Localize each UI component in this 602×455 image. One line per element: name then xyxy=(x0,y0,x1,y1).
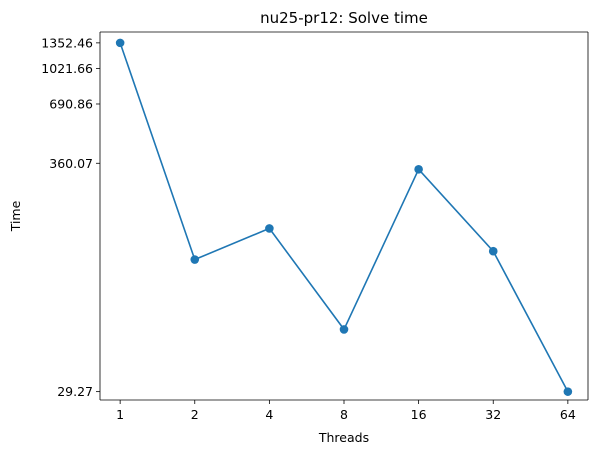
y-tick-label: 690.86 xyxy=(49,96,93,111)
data-point xyxy=(339,325,349,334)
x-tick-label: 16 xyxy=(411,407,427,422)
data-point xyxy=(190,255,200,264)
x-tick-label: 64 xyxy=(560,407,576,422)
y-tick-label: 29.27 xyxy=(57,384,93,399)
y-axis-label: Time xyxy=(8,200,23,232)
y-tick-label: 1352.46 xyxy=(41,35,93,50)
series-layer xyxy=(115,38,573,396)
x-axis-ticks: 1 2 4 8 16 32 64 xyxy=(116,400,576,422)
data-point xyxy=(488,246,498,256)
x-tick-label: 4 xyxy=(265,407,273,422)
x-tick-label: 1 xyxy=(116,407,124,422)
y-tick-label: 1021.66 xyxy=(41,61,93,76)
x-axis-label: Threads xyxy=(318,430,369,445)
x-tick-label: 2 xyxy=(191,407,199,422)
plot-area xyxy=(100,32,588,400)
data-point xyxy=(115,38,125,48)
chart-title: nu25-pr12: Solve time xyxy=(260,9,428,27)
axes-frame xyxy=(99,31,589,401)
y-axis-ticks: 1352.46 1021.66 690.86 360.07 29.27 xyxy=(41,35,100,399)
x-tick-label: 8 xyxy=(340,407,348,422)
data-point xyxy=(563,387,573,396)
data-point xyxy=(414,165,423,174)
data-point xyxy=(265,224,274,233)
y-tick-label: 360.07 xyxy=(49,156,93,171)
x-tick-label: 32 xyxy=(485,407,501,422)
